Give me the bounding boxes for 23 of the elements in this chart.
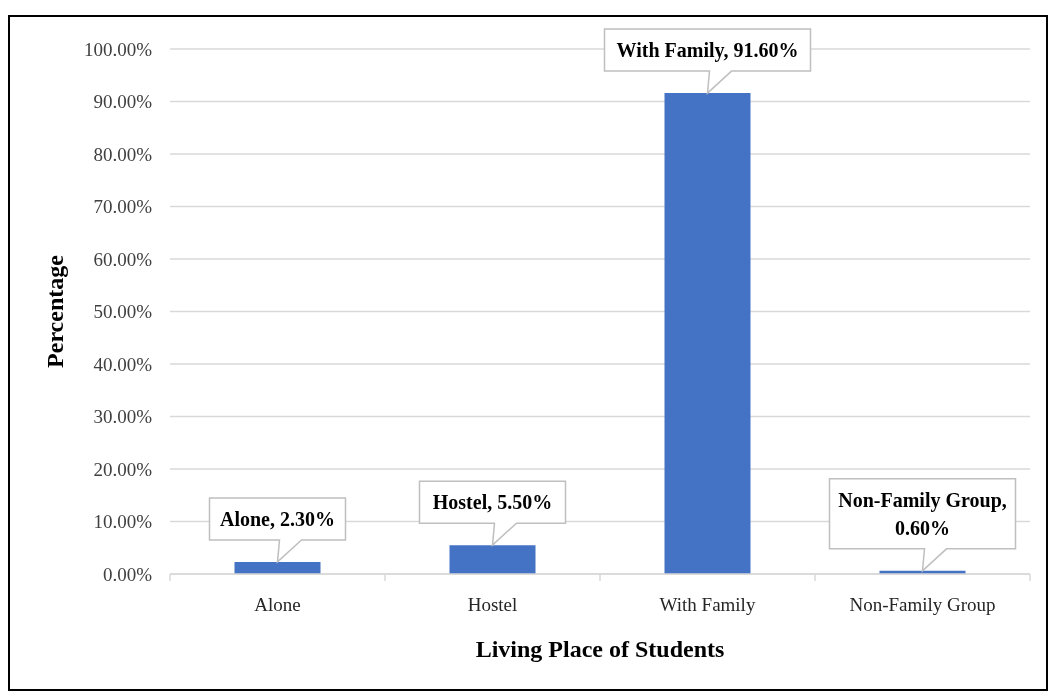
data-label: Alone, 2.30% — [220, 507, 335, 530]
data-label: With Family, 91.60% — [616, 39, 799, 63]
y-tick-label: 100.00% — [83, 38, 153, 60]
y-tick-label: 90.00% — [93, 91, 153, 113]
y-tick-label: 10.00% — [93, 511, 153, 533]
y-tick-label: 70.00% — [93, 196, 153, 218]
y-tick-label: 40.00% — [93, 353, 153, 375]
data-label: Non-Family Group, 0.60% — [838, 488, 1007, 539]
bar — [449, 545, 536, 574]
data-label: Hostel, 5.50% — [432, 491, 553, 514]
x-axis-title: Living Place of Students — [475, 636, 725, 662]
y-axis-title: Percentage — [42, 254, 68, 368]
y-tick-label: 80.00% — [93, 143, 153, 165]
x-tick-label: Alone — [254, 594, 301, 616]
x-tick-label: Hostel — [467, 594, 518, 616]
x-tick-label: With Family — [659, 594, 756, 616]
bar — [234, 561, 321, 574]
y-tick-label: 50.00% — [93, 301, 153, 323]
y-tick-label: 20.00% — [93, 458, 153, 480]
y-tick-label: 60.00% — [93, 248, 153, 270]
y-tick-label: 0.00% — [102, 563, 153, 585]
x-tick-label: Non-Family Group — [849, 594, 996, 616]
y-tick-label: 30.00% — [93, 406, 153, 428]
